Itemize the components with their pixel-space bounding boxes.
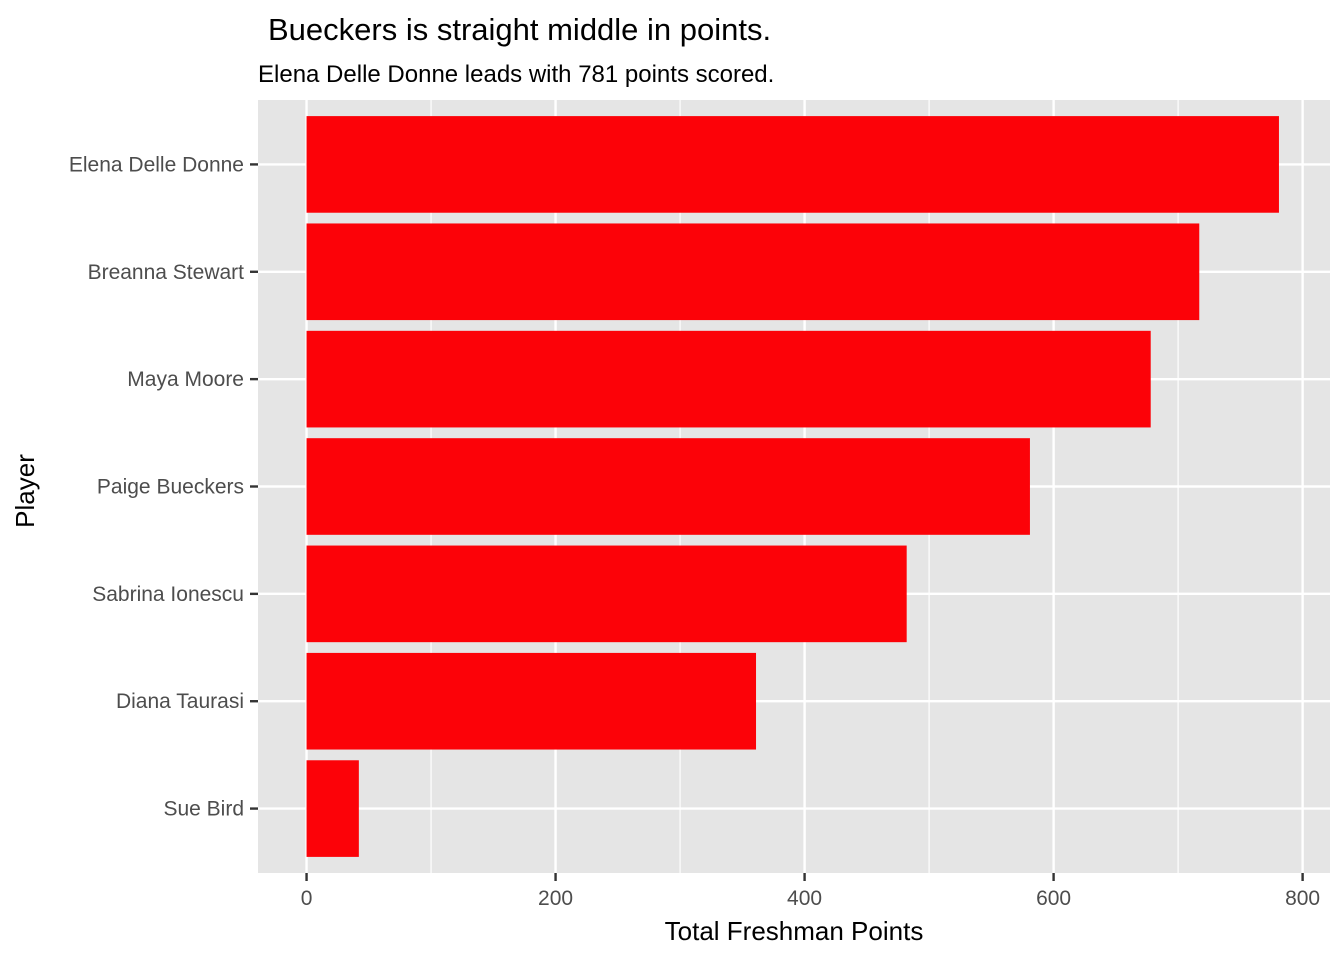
y-tick-label: Elena Delle Donne: [69, 153, 244, 176]
bar: [306, 652, 757, 750]
x-axis-title: Total Freshman Points: [665, 916, 924, 946]
bar: [306, 223, 1200, 321]
y-axis: Elena Delle Donne Breanna Stewart Maya Moo…: [69, 153, 258, 821]
x-tick-label: 200: [538, 887, 573, 910]
y-tick-label: Maya Moore: [127, 368, 244, 391]
y-axis-title: Player: [10, 454, 40, 528]
x-axis: 0 200 400 600 800: [301, 873, 1320, 910]
chart-title: Bueckers is straight middle in points.: [268, 12, 771, 47]
bar: [306, 545, 907, 643]
bar: [306, 330, 1151, 428]
bar: [306, 760, 359, 857]
y-tick-label: Diana Taurasi: [116, 690, 244, 713]
chart-subtitle: Elena Delle Donne leads with 781 points …: [258, 61, 774, 88]
y-tick-label: Sabrina Ionescu: [92, 583, 244, 606]
x-tick-label: 0: [301, 887, 313, 910]
bar: [306, 116, 1279, 213]
y-tick-label: Breanna Stewart: [88, 261, 245, 284]
bars: [306, 116, 1279, 857]
x-tick-label: 800: [1285, 887, 1320, 910]
x-tick-label: 600: [1036, 887, 1071, 910]
bar: [306, 438, 1030, 535]
x-tick-label: 400: [787, 887, 822, 910]
y-tick-label: Paige Bueckers: [97, 476, 244, 499]
y-tick-label: Sue Bird: [163, 798, 244, 821]
